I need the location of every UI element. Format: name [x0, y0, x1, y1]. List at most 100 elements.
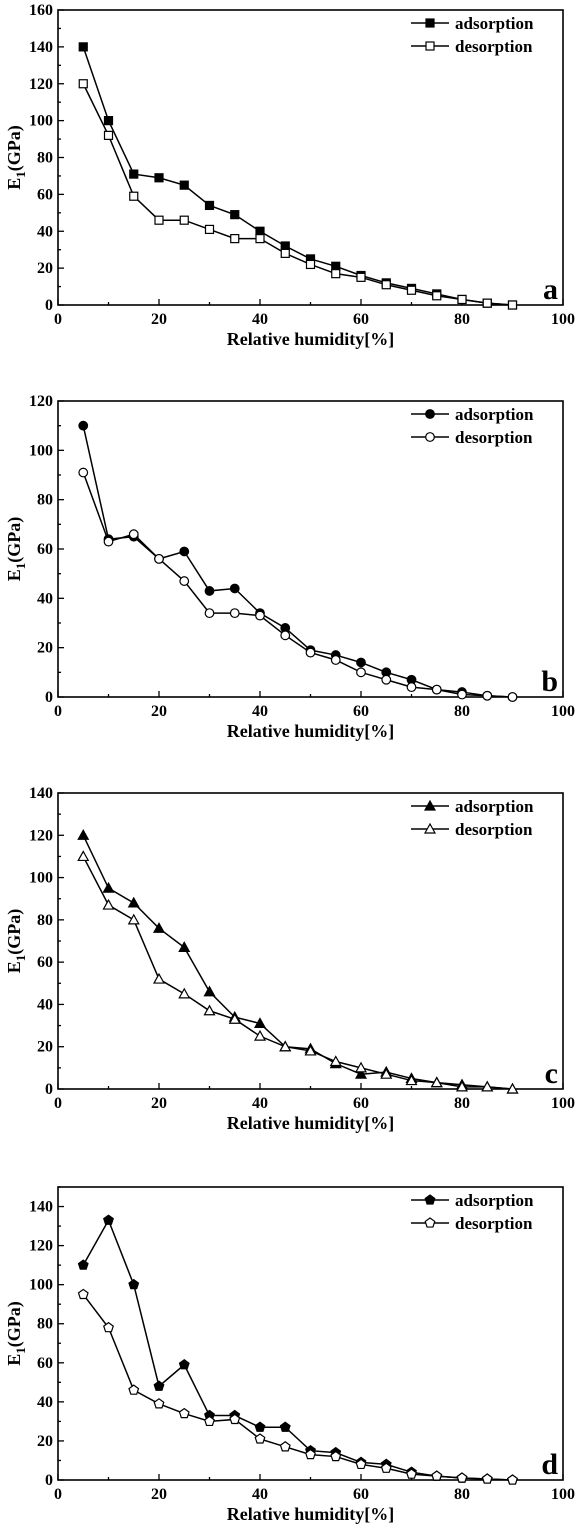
y-tick-label: 20: [37, 640, 53, 657]
y-tick-label: 140: [29, 1199, 53, 1216]
y-tick-label: 120: [29, 1238, 53, 1255]
data-point-desorption: [406, 1468, 417, 1479]
data-point-adsorption: [128, 1278, 140, 1290]
series-line-adsorption: [82, 1218, 513, 1481]
data-point-adsorption: [279, 1421, 291, 1432]
y-tick-label: 0: [45, 1472, 53, 1489]
data-point-desorption: [279, 1040, 292, 1052]
data-point-adsorption: [127, 896, 140, 908]
data-point-desorption: [178, 987, 191, 999]
legend-label-adsorption: adsorption: [455, 797, 534, 816]
x-axis-label: Relative humidity[%]: [227, 329, 394, 349]
legend-marker-desorption: [424, 1217, 436, 1228]
legend-marker-desorption: [425, 41, 435, 51]
data-point-desorption: [102, 898, 115, 910]
data-point-adsorption: [203, 985, 216, 997]
data-point-adsorption: [154, 173, 164, 183]
y-tick-label: 120: [29, 393, 53, 410]
y-tick-label: 100: [29, 870, 53, 887]
data-point-desorption: [128, 529, 139, 540]
data-point-desorption: [78, 79, 88, 89]
x-tick-label: 80: [454, 1095, 470, 1112]
data-point-desorption: [129, 191, 139, 201]
x-tick-label: 100: [551, 1095, 575, 1112]
data-point-desorption: [405, 1074, 418, 1086]
x-tick-label: 40: [252, 703, 268, 720]
data-point-adsorption: [204, 586, 215, 596]
data-point-adsorption: [78, 42, 88, 52]
y-tick-label: 100: [29, 113, 53, 130]
legend-label-adsorption: adsorption: [455, 14, 534, 33]
data-point-desorption: [255, 234, 265, 244]
data-point-desorption: [179, 215, 189, 225]
panel-letter: d: [541, 1448, 558, 1481]
data-point-adsorption: [253, 1017, 267, 1029]
data-point-desorption: [153, 1398, 165, 1409]
data-point-desorption: [330, 655, 341, 665]
y-tick-label: 0: [45, 297, 53, 314]
data-point-desorption: [280, 630, 291, 641]
x-tick-label: 40: [252, 1486, 268, 1503]
panel-letter: a: [543, 273, 558, 306]
data-point-adsorption: [103, 1214, 114, 1225]
panel-letter: c: [545, 1057, 558, 1090]
y-tick-label: 40: [37, 1394, 53, 1411]
legend-label-desorption: desorption: [455, 1214, 533, 1233]
data-point-desorption: [229, 1413, 241, 1425]
legend-marker-desorption: [423, 822, 437, 834]
x-tick-label: 60: [353, 311, 369, 328]
y-axis-label: E1(GPa): [4, 909, 28, 974]
data-point-desorption: [329, 1055, 342, 1067]
data-point-desorption: [330, 1450, 342, 1462]
data-point-adsorption: [178, 1359, 190, 1370]
data-point-desorption: [204, 224, 215, 235]
series-line-desorption: [82, 83, 513, 306]
data-point-desorption: [354, 1061, 368, 1073]
x-tick-label: 60: [353, 703, 369, 720]
y-tick-label: 60: [37, 186, 53, 203]
data-point-desorption: [432, 291, 442, 301]
y-tick-label: 80: [37, 492, 53, 509]
x-tick-label: 40: [252, 311, 268, 328]
x-tick-label: 0: [54, 1095, 62, 1112]
data-point-desorption: [406, 285, 417, 295]
y-tick-label: 20: [37, 260, 53, 277]
data-point-desorption: [456, 1472, 468, 1483]
data-point-adsorption: [102, 881, 115, 893]
data-point-desorption: [103, 536, 114, 547]
legend-label-desorption: desorption: [455, 37, 533, 56]
data-point-desorption: [356, 272, 366, 282]
data-point-desorption: [77, 1288, 89, 1300]
data-point-adsorption: [204, 200, 215, 211]
x-tick-label: 0: [54, 311, 62, 328]
data-point-adsorption: [179, 180, 189, 190]
data-point-desorption: [380, 1067, 393, 1079]
data-point-desorption: [457, 294, 467, 305]
x-tick-label: 80: [454, 311, 470, 328]
data-point-desorption: [103, 1321, 114, 1333]
y-tick-label: 80: [37, 1316, 53, 1333]
chart-panel-c: 0 20 40 60 80 100 0 20 40 60 80 100 120 140 Relative h…: [4, 785, 575, 1133]
data-point-adsorption: [356, 657, 366, 668]
data-point-adsorption: [77, 829, 90, 840]
y-axis-label: E1(GPa): [4, 125, 28, 190]
x-axis-label: Relative humidity[%]: [227, 1113, 394, 1133]
data-point-desorption: [481, 1080, 494, 1092]
x-axis-label: Relative humidity[%]: [227, 721, 394, 741]
data-point-desorption: [406, 682, 417, 693]
y-tick-label: 0: [45, 689, 53, 706]
chart-panel-a: 0 20 40 60 80 100 0 20 40 60 80 100 120 140 160 Relativ…: [4, 2, 575, 349]
series-line-adsorption: [82, 46, 513, 306]
data-point-desorption: [507, 300, 518, 310]
x-tick-label: 80: [454, 1486, 470, 1503]
data-point-desorption: [152, 972, 166, 984]
y-tick-label: 160: [29, 2, 53, 19]
data-point-adsorption: [254, 1421, 266, 1432]
data-point-desorption: [204, 1415, 215, 1427]
data-point-adsorption: [178, 941, 191, 952]
y-tick-label: 40: [37, 590, 53, 607]
data-point-desorption: [431, 684, 442, 695]
data-point-desorption: [228, 1012, 241, 1024]
x-tick-label: 80: [454, 703, 470, 720]
data-point-adsorption: [77, 1259, 89, 1270]
